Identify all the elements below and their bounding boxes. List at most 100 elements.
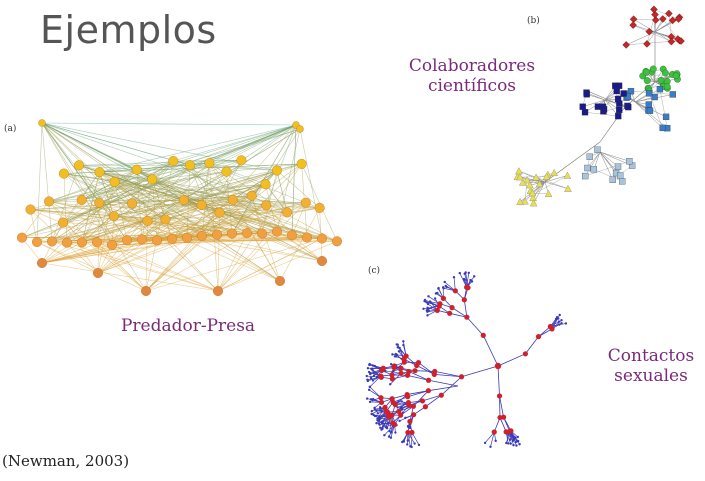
collab-node xyxy=(521,197,529,205)
contact-leaf-node xyxy=(370,412,373,416)
contact-leaf-node xyxy=(367,370,371,374)
food-web-node xyxy=(302,232,313,243)
contact-leaf-node xyxy=(382,422,385,425)
contact-leaf-node xyxy=(428,300,432,303)
contact-leaf-node xyxy=(514,436,517,440)
contact-leaf-node xyxy=(422,307,425,310)
food-web-node xyxy=(332,236,343,247)
contact-leaf-node xyxy=(436,291,439,295)
contact-leaf-node xyxy=(560,322,563,325)
contact-node xyxy=(508,428,514,434)
collab-node xyxy=(643,40,651,48)
food-web-node xyxy=(160,214,171,225)
contact-leaf-node xyxy=(402,343,405,347)
contact-leaf-node xyxy=(409,445,412,448)
contact-leaf-node xyxy=(398,346,401,350)
contact-leaf-node xyxy=(509,442,512,445)
contact-leaf-node xyxy=(464,271,467,274)
food-web-node xyxy=(282,207,293,218)
contact-node xyxy=(378,373,384,379)
collab-node xyxy=(616,100,623,107)
contact-leaf-node xyxy=(413,442,416,445)
food-web-node xyxy=(214,207,225,218)
food-web-node xyxy=(142,215,153,226)
collab-node xyxy=(616,106,623,114)
contact-node xyxy=(480,332,486,338)
contact-leaf-node xyxy=(372,374,376,377)
contact-node xyxy=(500,414,507,420)
contact-node xyxy=(409,429,415,436)
contact-node xyxy=(407,418,413,425)
contact-leaf-node xyxy=(483,441,487,445)
contact-leaf-node xyxy=(382,424,385,428)
collab-node xyxy=(525,181,534,189)
contact-node xyxy=(438,392,444,398)
contact-leaf-node xyxy=(383,433,386,437)
contact-leaf-node xyxy=(380,421,383,424)
contact-leaf-node xyxy=(407,426,410,429)
contact-leaf-node xyxy=(371,399,374,402)
collab-node xyxy=(582,172,589,180)
collab-node xyxy=(532,173,540,181)
contact-leaf-node xyxy=(384,426,388,429)
contact-node xyxy=(522,351,529,357)
food-web-node xyxy=(58,168,69,179)
contact-leaf-node xyxy=(444,284,447,288)
contact-node xyxy=(549,326,555,332)
contact-leaf-node xyxy=(423,298,427,302)
contact-node xyxy=(405,429,411,436)
food-web-node xyxy=(147,174,158,185)
contact-node xyxy=(389,372,395,378)
collab-node xyxy=(645,90,653,97)
contact-leaf-node xyxy=(394,355,398,358)
collab-node xyxy=(622,41,630,49)
collab-node xyxy=(645,101,652,108)
food-web-node xyxy=(204,158,215,169)
contact-node xyxy=(447,310,453,316)
contact-leaf-node xyxy=(394,352,397,356)
collab-node xyxy=(615,112,622,120)
collab-node xyxy=(663,83,671,91)
contact-leaf-node xyxy=(560,318,563,322)
contact-leaf-node xyxy=(398,419,401,423)
collab-node xyxy=(669,91,677,98)
contact-leaf-node xyxy=(370,409,374,413)
contact-leaf-node xyxy=(512,438,515,441)
collab-node xyxy=(651,16,660,24)
food-web-node xyxy=(168,155,179,166)
food-web-node xyxy=(92,267,103,278)
contact-leaf-node xyxy=(391,353,394,356)
collab-node xyxy=(620,90,627,97)
contact-leaf-node xyxy=(366,366,370,370)
contact-leaf-node xyxy=(389,383,392,386)
panel-c-letter: (c) xyxy=(368,266,381,276)
contact-leaf-node xyxy=(512,443,515,447)
collab-node xyxy=(650,5,658,14)
food-web-node xyxy=(275,275,286,286)
collab-node xyxy=(617,172,624,179)
contact-node xyxy=(391,363,397,369)
contact-leaf-node xyxy=(375,375,379,379)
food-web-node xyxy=(62,237,73,248)
collab-node xyxy=(542,172,551,180)
contact-node xyxy=(384,409,391,415)
food-web-node xyxy=(73,160,84,171)
collab-node xyxy=(629,15,638,23)
collab-node xyxy=(656,85,664,93)
food-web-node xyxy=(314,202,325,213)
contact-leaf-node xyxy=(394,431,397,434)
collab-node xyxy=(649,65,657,73)
collab-node xyxy=(613,87,620,95)
contact-node xyxy=(410,403,417,409)
food-web-node xyxy=(109,176,120,187)
collab-node xyxy=(528,189,537,197)
contact-leaf-node xyxy=(396,366,399,369)
contact-leaf-node xyxy=(389,436,393,439)
contact-node xyxy=(390,420,396,426)
contact-node xyxy=(452,288,458,294)
contact-leaf-node xyxy=(557,323,561,326)
food-web-node xyxy=(300,197,311,208)
food-web-node xyxy=(38,119,46,127)
contact-node xyxy=(378,395,384,401)
